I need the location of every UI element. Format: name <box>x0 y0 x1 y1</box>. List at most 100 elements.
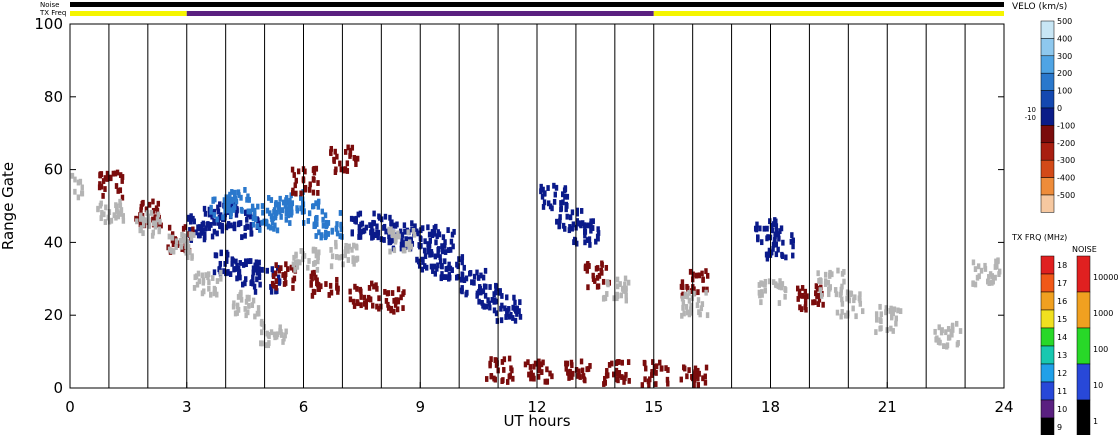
range-gate-cell <box>419 227 423 234</box>
range-gate-cell <box>141 221 146 228</box>
range-gate-cell <box>550 205 554 212</box>
velocity-tick-label: 400 <box>1057 34 1072 43</box>
range-gate-cell <box>288 197 292 204</box>
range-gate-cell <box>235 275 239 282</box>
range-gate-cell <box>194 229 198 236</box>
range-gate-cell <box>800 285 805 291</box>
range-gate-cell <box>423 238 427 245</box>
x-tick-label: 18 <box>761 398 780 416</box>
range-gate-cell <box>615 283 620 290</box>
range-gate-cell <box>196 270 201 277</box>
range-gate-cell <box>372 283 376 290</box>
range-gate-cell <box>548 370 552 377</box>
range-gate-cell <box>772 240 777 247</box>
range-gate-cell <box>262 324 266 330</box>
range-gate-cell <box>446 247 451 254</box>
range-gate-cell <box>575 210 579 217</box>
range-gate-cell <box>541 186 545 193</box>
range-gate-cell <box>889 325 893 332</box>
range-gate-cell <box>101 178 106 184</box>
range-gate-cell <box>355 299 359 305</box>
range-gate-cell <box>188 227 192 233</box>
range-gate-cell <box>766 251 770 258</box>
range-gate-cell <box>430 232 435 239</box>
range-gate-cell <box>243 280 247 287</box>
range-gate-cell <box>874 316 879 323</box>
range-gate-cell <box>317 198 321 205</box>
range-gate-cell <box>790 232 794 239</box>
range-gate-cell <box>568 224 572 230</box>
noise-swatch <box>1076 255 1091 293</box>
range-gate-cell <box>291 261 296 268</box>
range-gate-cell <box>444 266 448 272</box>
range-gate-cell <box>310 292 315 299</box>
range-gate-cell <box>181 225 186 232</box>
range-gate-cell <box>114 208 119 214</box>
range-gate-cell <box>589 218 593 225</box>
range-gate-cell <box>371 220 375 227</box>
range-gate-cell <box>203 234 207 241</box>
range-gate-cell <box>269 224 273 231</box>
range-gate-cell <box>99 200 103 207</box>
range-gate-cell <box>243 187 247 193</box>
range-gate-cell <box>958 328 963 334</box>
range-gate-cell <box>280 207 285 214</box>
range-gate-cell <box>955 341 960 348</box>
range-gate-cell <box>354 161 358 167</box>
range-gate-cell <box>536 373 541 380</box>
range-gate-cell <box>575 240 579 247</box>
range-gate-cell <box>102 211 106 218</box>
noise-swatch <box>1076 363 1091 401</box>
range-gate-cell <box>396 298 400 305</box>
range-gate-cell <box>284 216 288 223</box>
range-gate-cell <box>272 225 276 232</box>
range-gate-cell <box>157 214 161 221</box>
range-gate-cell <box>154 205 159 212</box>
range-gate-cell <box>231 207 236 213</box>
range-gate-cell <box>570 225 574 232</box>
txfreq-swatch <box>1040 399 1055 419</box>
range-gate-cell <box>268 210 272 217</box>
range-gate-cell <box>606 279 610 286</box>
range-gate-cell <box>382 224 386 231</box>
x-axis-label: UT hours <box>503 412 570 430</box>
range-gate-cell <box>858 291 862 298</box>
range-gate-cell <box>476 275 481 281</box>
range-gate-cell <box>510 367 514 374</box>
range-gate-cell <box>118 198 122 205</box>
range-gate-cell <box>235 302 240 309</box>
range-gate-cell <box>840 300 845 307</box>
range-gate-cell <box>348 296 353 303</box>
range-gate-cell <box>658 359 662 366</box>
range-gate-cell <box>434 223 438 230</box>
range-gate-cell <box>273 270 278 277</box>
range-gate-cell <box>684 304 689 310</box>
range-gate-cell <box>114 183 119 189</box>
range-gate-cell <box>244 209 248 216</box>
range-gate-cell <box>189 213 193 220</box>
range-gate-cell <box>486 297 490 304</box>
y-tick-label: 40 <box>44 233 63 251</box>
range-gate-cell <box>377 213 381 220</box>
range-gate-cell <box>277 278 282 285</box>
range-gate-cell <box>200 272 204 279</box>
range-gate-cell <box>281 199 286 206</box>
range-gate-cell <box>284 261 288 268</box>
range-gate-cell <box>276 274 281 281</box>
range-gate-cell <box>554 184 559 191</box>
range-gate-cell <box>187 249 192 255</box>
range-gate-cell <box>763 281 767 288</box>
range-gate-cell <box>392 297 396 304</box>
range-gate-cell <box>209 222 213 228</box>
range-gate-cell <box>291 277 295 284</box>
range-gate-cell <box>266 332 271 338</box>
range-gate-cell <box>273 222 277 229</box>
range-gate-cell <box>568 214 573 221</box>
range-gate-cell <box>759 299 763 306</box>
range-gate-cell <box>826 279 831 286</box>
range-gate-cell <box>550 373 554 380</box>
velocity-swatch <box>1040 142 1055 161</box>
range-gate-cell <box>312 289 317 295</box>
range-gate-cell <box>300 196 305 203</box>
velocity-swatch <box>1040 38 1055 57</box>
